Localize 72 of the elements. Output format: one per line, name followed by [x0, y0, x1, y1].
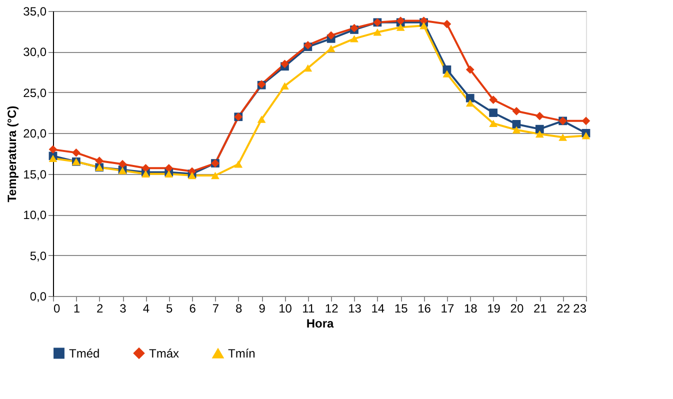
point: [535, 112, 544, 120]
point: [48, 145, 58, 154]
point: [257, 116, 266, 123]
point: [142, 164, 150, 172]
x-tick-label: 3: [120, 302, 127, 316]
point: [466, 99, 474, 107]
x-tick-label: 17: [440, 302, 454, 316]
x-tick-label: 20: [510, 302, 524, 316]
legend-label: Tmín: [228, 346, 256, 361]
point: [234, 160, 243, 168]
point: [420, 22, 428, 30]
x-tick-label: 21: [533, 302, 548, 316]
point: [95, 156, 104, 166]
x-tick-label: 11: [302, 302, 315, 316]
y-tick-label: 35,0: [23, 4, 47, 18]
point: [211, 172, 220, 180]
point: [442, 70, 452, 78]
point: [442, 20, 452, 28]
point: [118, 160, 127, 168]
x-tick-label: 2: [96, 302, 104, 316]
point: [582, 116, 590, 126]
x-tick-label: 19: [487, 302, 501, 316]
point: [164, 164, 174, 172]
x-tick-label: 4: [142, 302, 150, 316]
y-tick-label: 10,0: [23, 208, 47, 222]
legend-label: Tmáx: [149, 346, 179, 360]
x-tick-label: 13: [348, 302, 362, 316]
point: [582, 132, 590, 140]
y-tick-label: 25,0: [23, 86, 47, 100]
point: [280, 60, 289, 68]
point: [326, 31, 336, 40]
point: [535, 130, 544, 138]
y-tick-label: 20,0: [23, 126, 47, 141]
point: [489, 108, 498, 117]
x-axis-title: Hora: [306, 316, 334, 330]
point: [280, 82, 289, 90]
x-tick-label: 10: [278, 302, 292, 316]
x-tick-label: 9: [258, 302, 266, 316]
point: [466, 65, 474, 74]
point: [558, 134, 568, 141]
point: [48, 154, 58, 162]
x-tick-label: 23: [573, 302, 587, 316]
x-tick-label: 0: [54, 302, 60, 316]
point: [489, 96, 498, 104]
point: [512, 126, 521, 134]
point: [512, 106, 521, 116]
y-axis-title: Temperatura (°C): [5, 106, 20, 202]
x-tick-label: 15: [394, 302, 408, 316]
x-tick-label: 1: [73, 302, 80, 316]
x-tick-label: 16: [418, 302, 432, 316]
point: [304, 64, 312, 72]
x-tick-label: 14: [371, 302, 385, 316]
point: [535, 124, 544, 134]
x-tick-label: 18: [464, 302, 478, 316]
point: [512, 120, 521, 128]
x-tick-label: 7: [212, 302, 220, 316]
x-tick-label: 5: [166, 302, 174, 316]
x-tick-label: 22: [556, 302, 570, 316]
point: [466, 94, 474, 102]
point: [396, 24, 405, 31]
point: [489, 120, 498, 127]
y-tick-label: 0,0: [30, 290, 47, 304]
y-tick-label: 30,0: [23, 45, 47, 60]
y-tick-label: 5,0: [30, 248, 47, 263]
y-tick-label: 15,0: [23, 167, 47, 182]
point: [72, 148, 80, 157]
point: [373, 28, 382, 36]
x-tick-label: 6: [189, 302, 196, 316]
point: [350, 35, 358, 42]
x-tick-label: 8: [236, 302, 243, 316]
x-tick-label: 12: [324, 302, 339, 316]
legend-label: Tméd: [69, 346, 100, 360]
